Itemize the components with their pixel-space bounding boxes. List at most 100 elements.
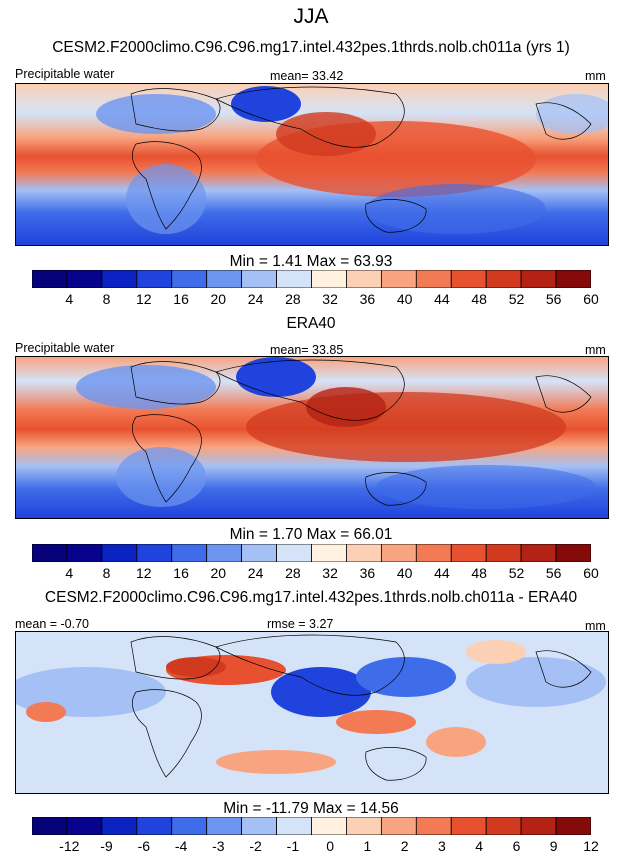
- colorbar-tick-label: 36: [359, 565, 376, 581]
- colorbar-box: [206, 544, 243, 562]
- colorbar-tick-label: 0: [326, 838, 334, 854]
- panel-2-field: [16, 357, 608, 518]
- panel-3-rmse-label: rmse = 3.27: [267, 617, 334, 631]
- colorbar-box: [171, 817, 208, 835]
- colorbar-tick-label: 24: [247, 291, 264, 307]
- colorbar-box: [450, 817, 487, 835]
- colorbar-box: [32, 817, 68, 835]
- colorbar-tick-label: 20: [210, 291, 227, 307]
- panel-1-map: [15, 83, 609, 246]
- panel-2-mean-label: mean= 33.85: [270, 343, 344, 357]
- colorbar-tick-label: 8: [102, 291, 111, 307]
- panel-2-minmax: Min = 1.70 Max = 66.01: [229, 526, 393, 543]
- colorbar-box: [66, 270, 103, 288]
- colorbar-box: [520, 270, 557, 288]
- panel-1-minmax: Min = 1.41 Max = 63.93: [229, 253, 393, 270]
- colorbar-tick-label: 32: [322, 565, 338, 581]
- colorbar-tick-label: 9: [549, 838, 558, 854]
- colorbar-tick-label: -6: [137, 838, 151, 854]
- colorbar-box: [32, 270, 68, 288]
- colorbar-tick-label: 56: [545, 565, 562, 581]
- colorbar-tick-label: 40: [396, 565, 413, 581]
- colorbar-tick-label: 4: [65, 291, 74, 307]
- colorbar-box: [485, 544, 522, 562]
- panel-1-variable-label: Precipitable water: [15, 67, 115, 81]
- colorbar-box: [136, 817, 173, 835]
- colorbar-box: [520, 544, 557, 562]
- panel-3-units-label: mm: [585, 619, 606, 633]
- panel-2-variable-label: Precipitable water: [15, 341, 115, 355]
- colorbar-tick-label: 24: [247, 565, 264, 581]
- panel-1-colorbar-boxes: [32, 270, 591, 288]
- panel-1-colorbar-ticks: 4 8 12 16 20 24 28 32 36 40 44 48 52 56 …: [32, 291, 598, 309]
- colorbar-tick-label: -3: [212, 838, 225, 854]
- panel-3-field: [16, 632, 608, 793]
- panel-3-mean-label: mean = -0.70: [15, 617, 90, 631]
- colorbar-box: [101, 270, 138, 288]
- colorbar-tick-label: 60: [583, 291, 599, 307]
- colorbar-tick-label: -9: [100, 838, 113, 854]
- colorbar-box: [136, 270, 173, 288]
- panel-2-title: ERA40: [286, 315, 336, 332]
- colorbar-box: [171, 544, 208, 562]
- colorbar-tick-label: 16: [173, 291, 189, 307]
- colorbar-tick-label: 60: [583, 565, 599, 581]
- colorbar-tick-label: 12: [583, 838, 599, 854]
- colorbar-tick-label: 48: [471, 291, 487, 307]
- colorbar-box: [311, 817, 347, 835]
- colorbar-box: [206, 817, 243, 835]
- colorbar-tick-label: 36: [359, 291, 376, 307]
- colorbar-tick-label: 4: [475, 838, 484, 854]
- colorbar-box: [555, 270, 591, 288]
- colorbar-box: [450, 544, 487, 562]
- colorbar-box: [380, 817, 417, 835]
- colorbar-box: [485, 270, 522, 288]
- panel-3-minmax: Min = -11.79 Max = 14.56: [223, 800, 399, 817]
- colorbar-box: [415, 817, 452, 835]
- panel-1-field: [16, 84, 608, 245]
- colorbar-tick-label: 8: [102, 565, 111, 581]
- panel-2-map: [15, 356, 609, 519]
- colorbar-tick-label: 52: [508, 291, 525, 307]
- panel-1-title: CESM2.F2000climo.C96.C96.mg17.intel.432p…: [52, 39, 570, 56]
- colorbar-box: [101, 817, 138, 835]
- colorbar-box: [415, 270, 452, 288]
- colorbar-box: [241, 270, 277, 288]
- colorbar-box: [485, 817, 522, 835]
- colorbar-tick-label: 28: [285, 565, 301, 581]
- colorbar-box: [276, 270, 312, 288]
- colorbar-box: [346, 270, 382, 288]
- colorbar-box: [346, 817, 382, 835]
- panel-3-colorbar-ticks: -12 -9 -6 -4 -3 -2 -1 0 1 2 3 4 6 9 12: [32, 838, 599, 856]
- colorbar-box: [276, 817, 312, 835]
- colorbar-tick-label: 32: [322, 291, 338, 307]
- colorbar-box: [555, 817, 591, 835]
- panel-1-colorbar: [32, 270, 591, 288]
- panel-2-colorbar-ticks: 4 8 12 16 20 24 28 32 36 40 44 48 52 56 …: [32, 565, 598, 583]
- colorbar-tick-label: 40: [396, 291, 413, 307]
- panel-3-colorbar-boxes: [32, 817, 591, 835]
- colorbar-tick-label: 12: [136, 291, 152, 307]
- panel-1-mean-label: mean= 33.42: [270, 69, 344, 83]
- colorbar-tick-label: 16: [173, 565, 189, 581]
- panel-3-map: [15, 631, 609, 794]
- colorbar-box: [136, 544, 173, 562]
- colorbar-tick-label: 44: [434, 565, 450, 581]
- panel-2-colorbar-boxes: [32, 544, 591, 562]
- colorbar-tick-label: 28: [285, 291, 301, 307]
- colorbar-tick-label: -4: [174, 838, 188, 854]
- panel-1-units-label: mm: [585, 69, 606, 83]
- colorbar-box: [346, 544, 382, 562]
- colorbar-tick-label: 52: [508, 565, 525, 581]
- colorbar-box: [241, 544, 277, 562]
- colorbar-tick-label: 48: [471, 565, 487, 581]
- colorbar-box: [415, 544, 452, 562]
- colorbar-box: [241, 817, 277, 835]
- colorbar-tick-label: -2: [249, 838, 262, 854]
- colorbar-box: [311, 544, 347, 562]
- colorbar-box: [520, 817, 557, 835]
- colorbar-box: [450, 270, 487, 288]
- colorbar-tick-label: 56: [545, 291, 562, 307]
- colorbar-tick-label: 3: [437, 838, 446, 854]
- colorbar-tick-label: 44: [434, 291, 450, 307]
